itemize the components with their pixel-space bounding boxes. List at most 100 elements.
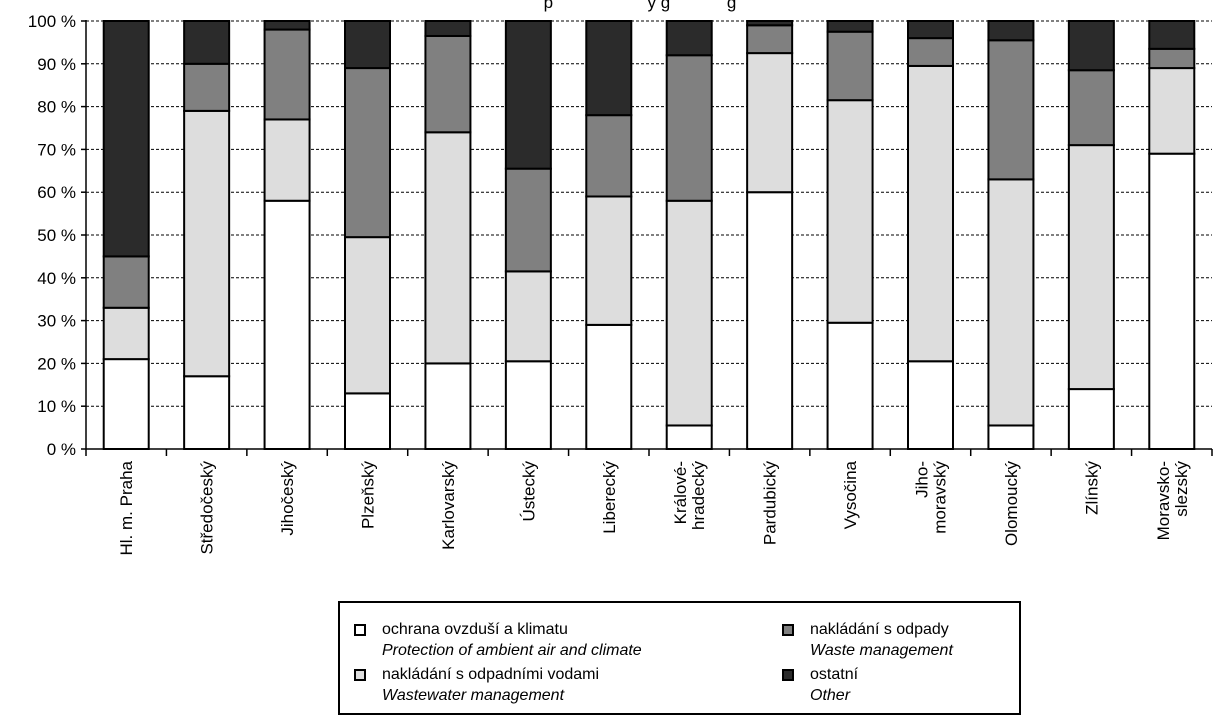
x-tick-label: Králové- — [671, 461, 690, 524]
y-tick-label: 20 % — [37, 354, 76, 373]
x-tick-label: Plzeňský — [359, 461, 378, 530]
bar-segment-2-5 — [424, 131, 472, 365]
legend-swatch-air — [354, 624, 366, 636]
bar-segment-1-8 — [665, 424, 713, 450]
x-tick-label: Středočeský — [198, 461, 217, 555]
x-tick-label: Zlínský — [1082, 461, 1101, 515]
legend-label-waste-en: Waste management — [810, 642, 953, 659]
bar-segment-2-12 — [987, 178, 1035, 427]
stacked-bar-chart: p y g g 0 % 10 % 20 % 30 % 40 % 50 % 60 % 70 % 8… — [28, 0, 1213, 555]
bar-segment-1-3 — [263, 199, 311, 450]
y-tick-label: 70 % — [37, 140, 76, 159]
legend-label-waste: nakládání s odpady — [810, 621, 949, 638]
bar-segment-1-4 — [344, 392, 391, 450]
bar-segment-1-12 — [987, 424, 1035, 450]
grid-lines — [86, 20, 1212, 407]
bar-segment-2-2 — [183, 109, 231, 378]
bar-segment-1-13 — [1067, 388, 1115, 450]
bar-segment-1-6 — [504, 360, 552, 451]
bar-segment-4-12 — [987, 20, 1035, 42]
bar-segment-4-4 — [344, 20, 391, 70]
y-tick-label: 10 % — [37, 397, 76, 416]
bar-segment-2-6 — [504, 270, 552, 363]
legend-label-air: ochrana ovzduší a klimatu — [382, 621, 568, 638]
bar-segment-2-8 — [665, 199, 713, 427]
bar-segment-4-3 — [263, 20, 311, 31]
x-tick-label: Vysočina — [841, 460, 860, 529]
legend-label-air-en: Protection of ambient air and climate — [382, 642, 642, 659]
bar-segment-4-11 — [907, 20, 954, 40]
bar-segment-1-1 — [102, 358, 150, 450]
bar-segment-3-9 — [746, 24, 794, 55]
bar-segment-4-10 — [826, 20, 874, 33]
bar-segment-4-14 — [1148, 20, 1196, 50]
bar-segment-2-3 — [263, 118, 311, 202]
bar-segment-3-13 — [1067, 69, 1115, 147]
bar-segment-1-5 — [424, 362, 472, 450]
legend-swatch-wastewater — [354, 669, 366, 681]
x-tick-labels: Hl. m. Praha Středočeský Jihočeský Plzeňský… — [117, 460, 1191, 555]
legend-label-wastewater: nakládání s odpadními vodami — [382, 666, 600, 683]
bar-segment-3-3 — [263, 28, 311, 121]
bar-segment-3-7 — [585, 114, 633, 198]
x-tick-label: Jihočeský — [278, 461, 297, 536]
x-tick-label: Pardubický — [761, 461, 780, 546]
bar-segment-1-14 — [1148, 152, 1196, 450]
bar-segment-3-10 — [826, 30, 874, 102]
bar-segment-4-5 — [424, 20, 472, 37]
x-tick-label: Liberecký — [600, 461, 619, 534]
x-tick-label: hradecký — [689, 461, 708, 530]
x-tick-label: Moravsko- — [1154, 461, 1173, 540]
legend: ochrana ovzduší a klimatu Protection of … — [338, 601, 1021, 715]
bar-segment-3-14 — [1148, 47, 1196, 70]
x-tick-label: slezský — [1172, 461, 1191, 517]
bar-segment-3-6 — [504, 167, 552, 273]
x-tick-label: Jiho- — [913, 461, 932, 498]
bar-segment-3-2 — [183, 62, 231, 112]
bar-segment-4-13 — [1067, 20, 1115, 72]
bar-segment-1-9 — [746, 191, 794, 450]
bar-segment-4-2 — [183, 20, 231, 65]
bar-segment-2-9 — [746, 52, 794, 194]
y-tick-label: 0 % — [47, 440, 76, 459]
legend-label-other: ostatní — [810, 666, 859, 683]
bar-segment-4-9 — [746, 20, 794, 27]
bar-segment-1-2 — [183, 375, 231, 450]
y-tick-label: 30 % — [37, 312, 76, 331]
bar-segment-4-6 — [504, 20, 552, 170]
bar-segment-2-10 — [826, 99, 874, 324]
y-tick-label: 80 % — [37, 98, 76, 117]
bar-segment-3-4 — [344, 67, 391, 239]
bar-segment-3-5 — [424, 34, 472, 134]
x-tick-label: Karlovarský — [439, 461, 458, 550]
bar-segment-2-7 — [585, 195, 633, 326]
chart-title: p y g g — [544, 0, 737, 12]
x-tick-label: Olomoucký — [1002, 461, 1021, 547]
x-tick-label: moravský — [931, 461, 950, 534]
y-tick-label: 50 % — [37, 226, 76, 245]
bar-segment-2-13 — [1067, 144, 1115, 391]
y-tick-label: 100 % — [28, 12, 76, 31]
bar-segment-2-11 — [907, 64, 954, 363]
legend-swatch-waste — [782, 624, 794, 636]
bar-segment-1-7 — [585, 323, 633, 451]
bar-segment-4-7 — [585, 20, 633, 117]
bars-group — [102, 20, 1196, 451]
legend-label-wastewater-en: Wastewater management — [382, 687, 565, 704]
x-tick-label: Ústecký — [519, 461, 538, 522]
bar-segment-4-8 — [665, 20, 713, 57]
x-tick-label: Hl. m. Praha — [117, 460, 136, 555]
y-tick-label: 90 % — [37, 55, 76, 74]
bar-segment-1-10 — [826, 321, 874, 450]
bar-segment-2-4 — [344, 236, 391, 395]
legend-label-other-en: Other — [810, 687, 851, 704]
y-tick-label: 40 % — [37, 269, 76, 288]
bar-segment-3-12 — [987, 39, 1035, 181]
y-tick-labels: 0 % 10 % 20 % 30 % 40 % 50 % 60 % 70 % 80 % 90 % 1… — [28, 12, 76, 459]
bar-segment-2-14 — [1148, 67, 1196, 155]
bar-segment-1-11 — [907, 360, 954, 451]
bar-segment-3-11 — [907, 37, 954, 67]
bar-segment-2-1 — [102, 306, 150, 361]
legend-swatch-other — [782, 669, 794, 681]
bar-segment-4-1 — [102, 20, 150, 258]
